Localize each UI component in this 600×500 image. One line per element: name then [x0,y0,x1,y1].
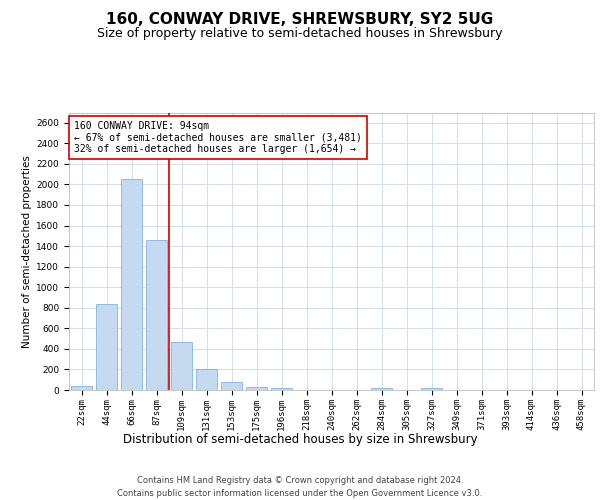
Bar [71,386,92,390]
Bar [171,342,192,390]
Text: 160, CONWAY DRIVE, SHREWSBURY, SY2 5UG: 160, CONWAY DRIVE, SHREWSBURY, SY2 5UG [106,12,494,28]
Bar [196,370,217,390]
Y-axis label: Number of semi-detached properties: Number of semi-detached properties [22,155,32,348]
Text: Contains public sector information licensed under the Open Government Licence v3: Contains public sector information licen… [118,489,482,498]
Text: Contains HM Land Registry data © Crown copyright and database right 2024.: Contains HM Land Registry data © Crown c… [137,476,463,485]
Bar [121,180,142,390]
Text: Distribution of semi-detached houses by size in Shrewsbury: Distribution of semi-detached houses by … [122,432,478,446]
Text: 160 CONWAY DRIVE: 94sqm
← 67% of semi-detached houses are smaller (3,481)
32% of: 160 CONWAY DRIVE: 94sqm ← 67% of semi-de… [74,121,362,154]
Bar [421,388,442,390]
Bar [146,240,167,390]
Bar [96,304,117,390]
Bar [371,388,392,390]
Bar [221,382,242,390]
Bar [246,387,267,390]
Text: Size of property relative to semi-detached houses in Shrewsbury: Size of property relative to semi-detach… [97,28,503,40]
Bar [271,388,292,390]
